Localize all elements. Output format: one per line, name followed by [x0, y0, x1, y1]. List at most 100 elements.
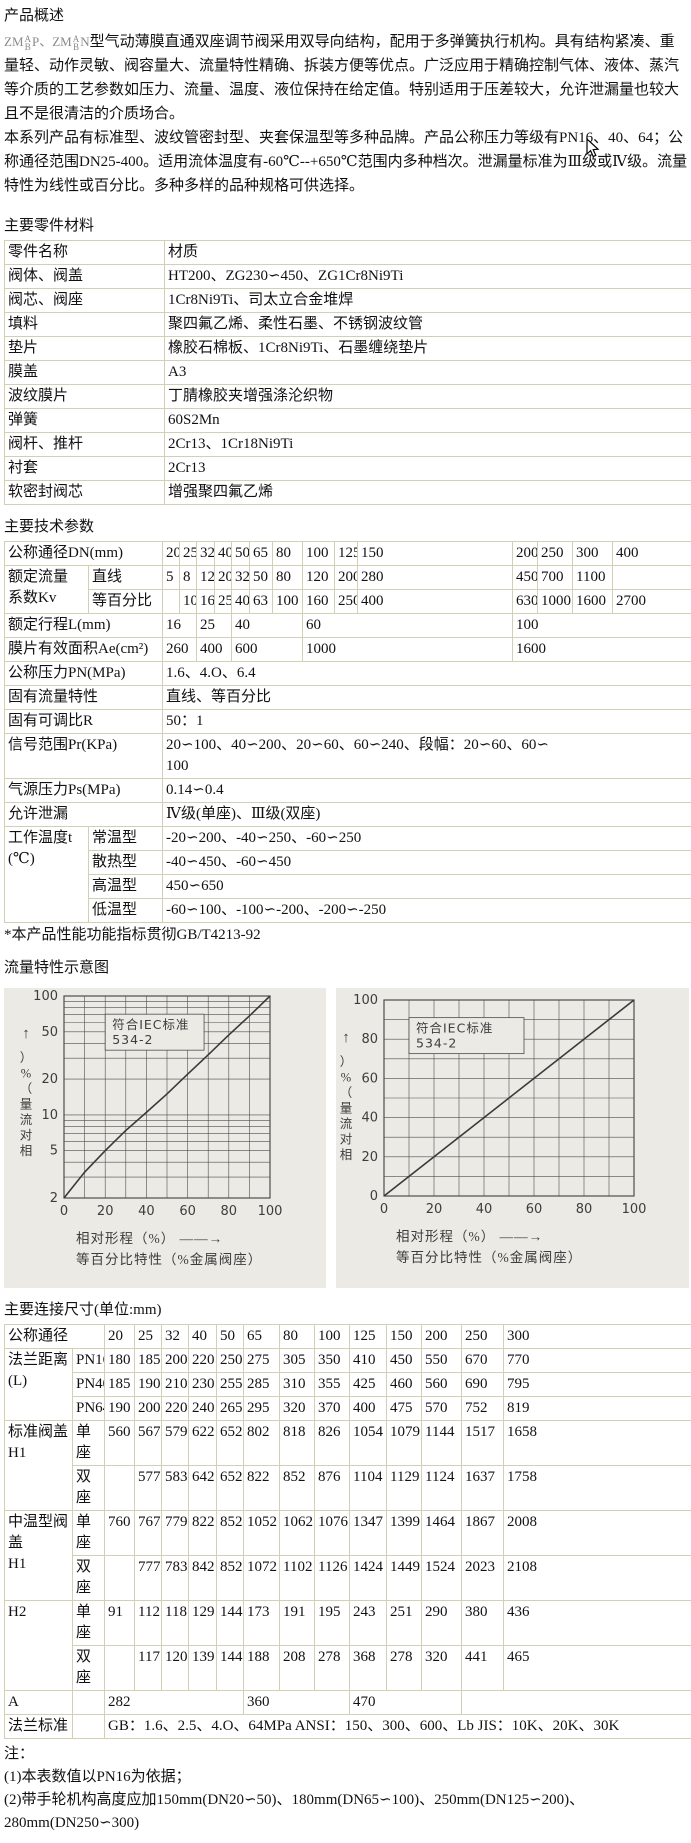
table-cell: 阀体、阀盖 [5, 265, 165, 289]
svg-text:40: 40 [361, 1111, 378, 1126]
table-cell: 1464 [422, 1511, 462, 1556]
table-cell: 818 [280, 1421, 315, 1466]
svg-text:5: 5 [50, 1144, 58, 1159]
table-cell: 双座 [73, 1466, 105, 1511]
table-cell: 250 [462, 1325, 504, 1349]
table-cell: 16 [163, 614, 197, 638]
table-cell: 低温型 [89, 899, 163, 923]
table-cell: 1000 [538, 590, 573, 614]
table-cell: 567 [135, 1421, 162, 1466]
table-cell: 112 [135, 1601, 162, 1646]
table-cell: 1399 [387, 1511, 422, 1556]
table-cell: 185 [105, 1373, 135, 1397]
table-cell: 材质 [165, 241, 691, 265]
table-cell: 642 [189, 1466, 217, 1511]
table-cell: 150 [387, 1325, 422, 1349]
table-cell: 285 [244, 1373, 280, 1397]
tech-params-table-inner: 公称通径DN(mm)202532405065801001251502002503… [4, 541, 691, 923]
table-cell: 40 [189, 1325, 217, 1349]
table-cell: 120 [303, 566, 335, 590]
table-cell: 20∽100、40∽200、20∽60、60∽240、段幅：20∽60、60∽ … [163, 734, 691, 779]
svg-text:相: 相 [20, 1144, 33, 1158]
table-cell [613, 566, 691, 590]
table-cell: 橡胶石棉板、1Cr8Ni9Ti、石墨缠绕垫片 [165, 337, 691, 361]
table-cell: 460 [387, 1373, 422, 1397]
table-cell: 139 [189, 1646, 217, 1691]
svg-text:相: 相 [340, 1148, 353, 1162]
table-cell: 368 [350, 1646, 387, 1691]
table-cell: 60 [303, 614, 513, 638]
table-cell: 200 [422, 1325, 462, 1349]
svg-text:等百分比特性（%金属阀座）: 等百分比特性（%金属阀座） [396, 1249, 582, 1265]
svg-text:符合IEC标准: 符合IEC标准 [112, 1017, 189, 1032]
table-cell: 16 [197, 590, 215, 614]
svg-text:等百分比特性（%金属阀座）: 等百分比特性（%金属阀座） [76, 1251, 262, 1267]
table-cell: 200 [135, 1397, 162, 1421]
table-cell: 50 [217, 1325, 244, 1349]
table-cell: 100 [315, 1325, 350, 1349]
table-cell: 300 [504, 1325, 691, 1349]
table-cell: 118 [162, 1601, 189, 1646]
table-cell: 295 [244, 1397, 280, 1421]
table-cell: 100 [303, 542, 335, 566]
svg-text:100: 100 [353, 993, 378, 1008]
table-cell: 80 [273, 542, 303, 566]
table-cell: 公称压力PN(MPa) [5, 662, 163, 686]
table-cell: 1347 [350, 1511, 387, 1556]
table-cell: 常温型 [89, 827, 163, 851]
svg-text:60: 60 [361, 1071, 378, 1086]
table-cell: 填料 [5, 313, 165, 337]
table-cell: 65 [244, 1325, 280, 1349]
svg-text:（: （ [20, 1082, 33, 1096]
table-cell: 40 [232, 614, 303, 638]
table-cell: 等百分比 [89, 590, 163, 614]
table-cell: 65 [250, 542, 273, 566]
section-title-materials: 主要零件材料 [4, 214, 689, 238]
svg-text:量: 量 [340, 1102, 353, 1116]
table-cell: 8 [180, 566, 197, 590]
table-cell: 弹簧 [5, 409, 165, 433]
table-cell: 软密封阀芯 [5, 481, 165, 505]
table-cell: 20 [215, 566, 232, 590]
table-cell: 直线 [89, 566, 163, 590]
table-cell: PN40 [73, 1373, 105, 1397]
table-cell: 1129 [387, 1466, 422, 1511]
table-cell: 膜片有效面积Ae(cm²) [5, 638, 163, 662]
svg-text:20: 20 [41, 1072, 58, 1087]
table-cell: 305 [280, 1349, 315, 1373]
table-cell: 350 [315, 1349, 350, 1373]
table-cell: 380 [462, 1601, 504, 1646]
table-cell: 579 [162, 1421, 189, 1466]
table-cell: 中温型阀盖 H1 [5, 1511, 73, 1601]
table-cell: 191 [280, 1601, 315, 1646]
table-cell: 125 [335, 542, 358, 566]
table-cell: 零件名称 [5, 241, 165, 265]
svg-text:10: 10 [41, 1108, 58, 1123]
svg-text:量: 量 [20, 1098, 33, 1112]
table-cell: 652 [217, 1466, 244, 1511]
table-cell: 370 [315, 1397, 350, 1421]
svg-text:相对形程（%） ——→: 相对形程（%） ——→ [76, 1231, 223, 1246]
table-cell: 1126 [315, 1556, 350, 1601]
table-cell: 增强聚四氟乙烯 [165, 481, 691, 505]
svg-text:40: 40 [476, 1202, 493, 1217]
table-cell: 173 [244, 1601, 280, 1646]
svg-text:60: 60 [179, 1204, 196, 1219]
table-cell: 双座 [73, 1556, 105, 1601]
table-cell: 852 [280, 1466, 315, 1511]
table-cell: 260 [163, 638, 197, 662]
table-cell: 410 [350, 1349, 387, 1373]
table-cell: 气源压力Ps(MPa) [5, 779, 163, 803]
table-cell: 10 [180, 590, 197, 614]
table-cell: 阀杆、推杆 [5, 433, 165, 457]
table-cell: 400 [358, 590, 513, 614]
table-cell: 577 [135, 1466, 162, 1511]
tech-params-table: 公称通径DN(mm)202532405065801001251502002503… [4, 541, 689, 923]
table-cell: 2Cr13 [165, 457, 691, 481]
table-cell: 80 [273, 566, 303, 590]
table-cell: 0.14∽0.4 [163, 779, 691, 803]
